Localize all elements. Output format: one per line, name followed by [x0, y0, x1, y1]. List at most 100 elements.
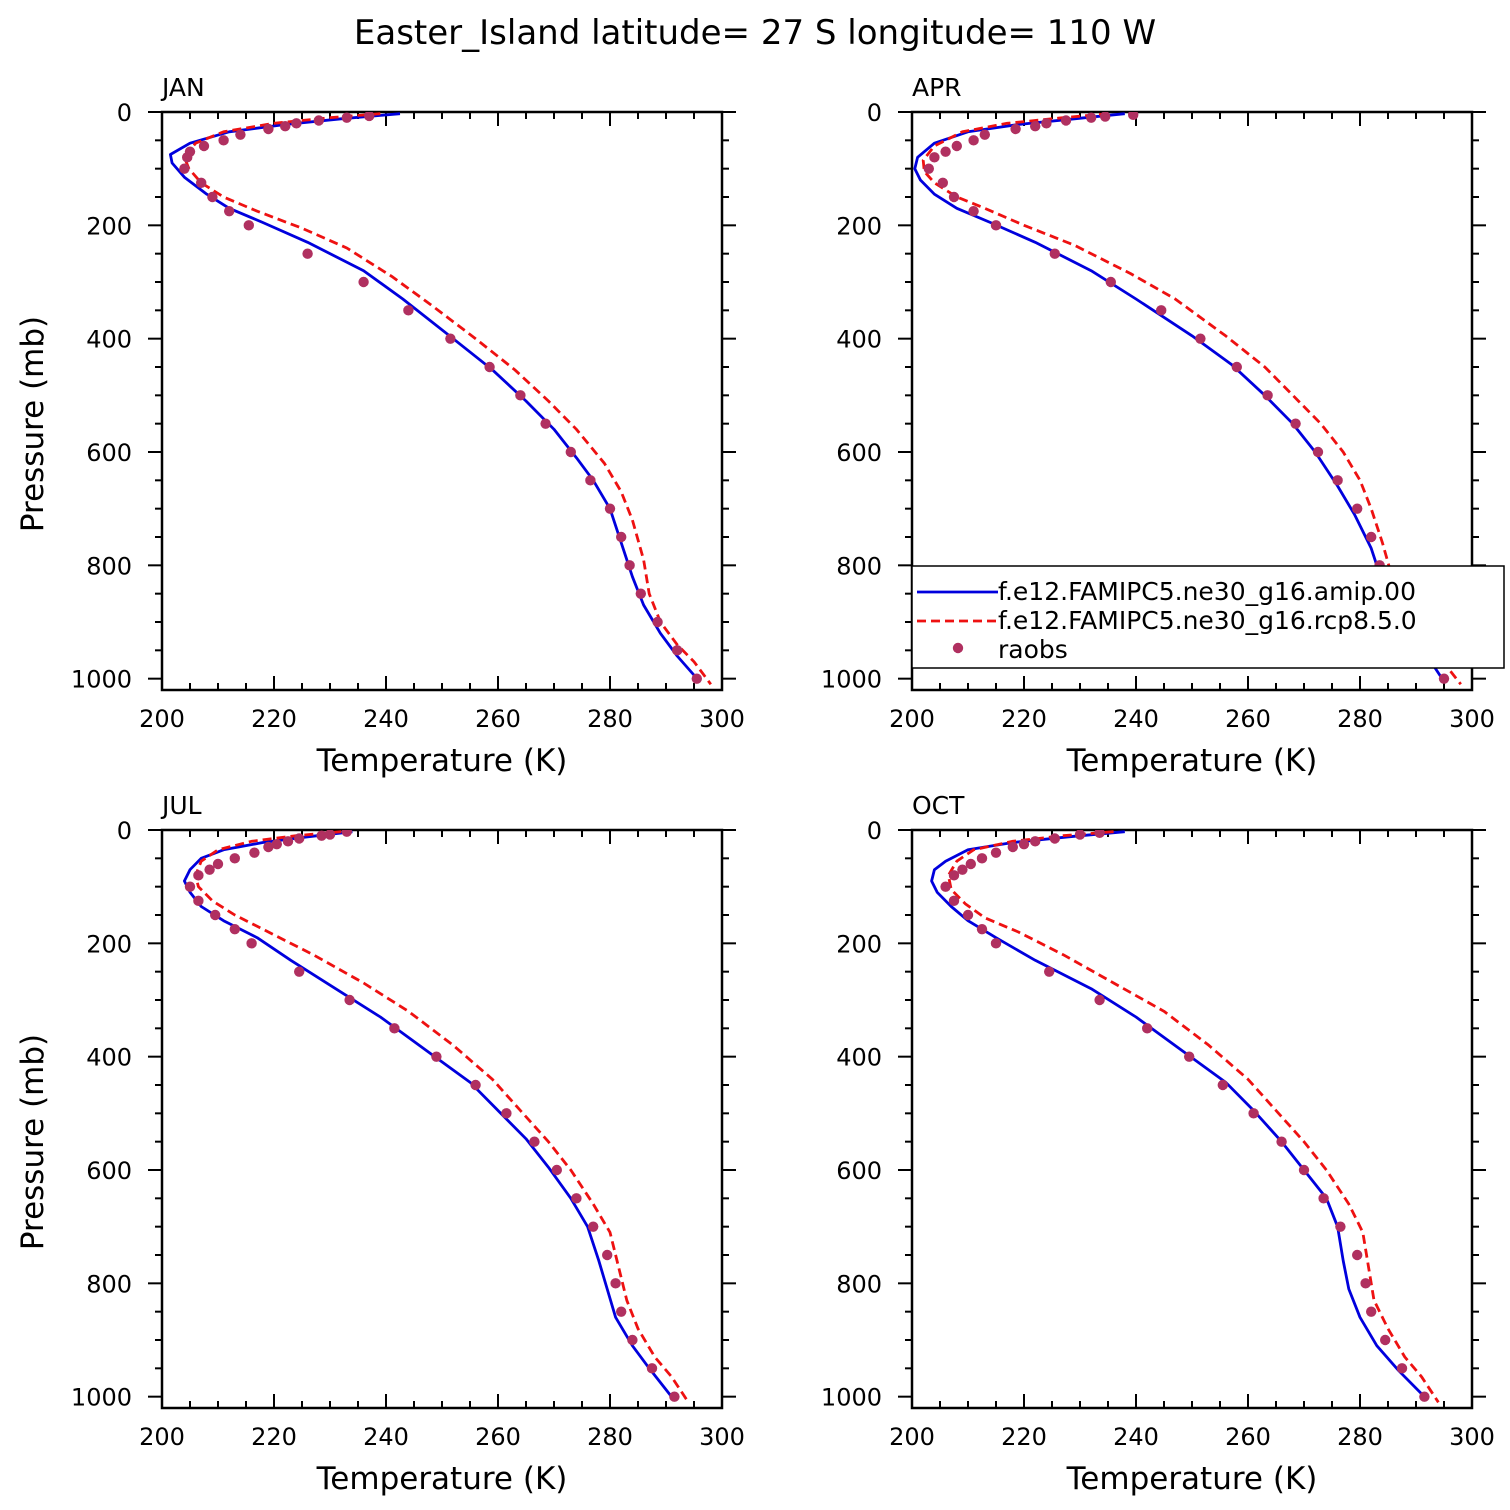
y-tick-label: 200 [86, 212, 132, 240]
raobs-point [210, 909, 221, 921]
y-tick-label: 200 [836, 930, 882, 958]
raobs-point [198, 140, 210, 152]
raobs-point [282, 836, 294, 847]
chart-panel-oct: OCT 200 220 240 260 280 300 0 200 400 600 800 1000 Te… [821, 791, 1495, 1497]
x-tick-label: 220 [1001, 1423, 1047, 1451]
x-tick-label: 200 [139, 705, 185, 733]
x-axis-label: Temperature (K) [316, 1461, 568, 1497]
raobs-point [1100, 112, 1111, 122]
raobs-point [1128, 112, 1139, 121]
raobs-point [646, 1363, 658, 1374]
raobs-point [1366, 531, 1377, 543]
y-tick-label: 600 [836, 439, 882, 467]
raobs-point [1419, 1391, 1430, 1402]
raobs-point [501, 1108, 512, 1119]
raobs-point [218, 135, 229, 146]
raobs-point [389, 1023, 400, 1034]
raobs-point [1352, 503, 1363, 514]
raobs-point [1007, 841, 1018, 853]
raobs-point [263, 123, 274, 135]
x-tick-label: 260 [475, 705, 521, 733]
raobs-point [1366, 1306, 1377, 1317]
x-tick-label: 260 [1225, 705, 1271, 733]
x-tick-label: 240 [1113, 705, 1159, 733]
raobs-point [616, 531, 627, 543]
x-axis-label: Temperature (K) [1066, 1461, 1318, 1497]
raobs-point [1276, 1136, 1287, 1147]
y-tick-label: 0 [117, 99, 132, 127]
x-tick-label: 200 [139, 1423, 185, 1451]
x-tick-label: 300 [699, 705, 745, 733]
y-tick-label: 0 [867, 99, 882, 127]
y-tick-label: 800 [836, 1270, 882, 1298]
panel-title: OCT [912, 791, 965, 820]
raobs-point [1195, 333, 1206, 344]
raobs-point [529, 1136, 540, 1147]
x-tick-label: 300 [699, 1423, 745, 1451]
plot-frame [160, 110, 724, 692]
raobs-point [249, 847, 260, 858]
raobs-point [1086, 112, 1097, 123]
raobs-point [1094, 830, 1105, 839]
x-tick-label: 200 [889, 705, 935, 733]
raobs-point [1044, 966, 1055, 977]
raobs-point [1049, 833, 1061, 844]
raobs-point [316, 830, 327, 841]
raobs-point [616, 1306, 627, 1317]
raobs-point [588, 1221, 599, 1232]
chart-panel-jan: JAN 200 220 240 260 280 300 0 200 400 600 800 1000 Te… [15, 73, 745, 779]
raobs-point [652, 616, 663, 628]
raobs-point [1156, 305, 1167, 316]
raobs-point [243, 220, 254, 231]
raobs-point [193, 895, 204, 907]
amip-line [169, 112, 701, 683]
raobs-point [341, 830, 352, 837]
raobs-point [610, 1278, 621, 1289]
raobs-point [294, 966, 305, 977]
y-tick-label: 400 [836, 326, 882, 354]
raobs-point [1262, 390, 1273, 401]
raobs-point [1094, 994, 1105, 1006]
raobs-point [976, 923, 988, 935]
raobs-point [571, 1193, 582, 1204]
raobs-point [602, 1249, 613, 1261]
x-tick-label: 260 [475, 1423, 521, 1451]
panel-title: JUL [160, 791, 202, 820]
chart-panel-jul: JUL 200 220 240 260 280 300 0 200 400 600 800 1000 Te… [15, 791, 745, 1497]
raobs-point [937, 177, 948, 189]
raobs-point [1060, 115, 1072, 126]
raobs-point [341, 112, 352, 123]
rcp85-line [183, 112, 712, 686]
raobs-point [364, 112, 375, 122]
raobs-point [291, 118, 302, 129]
raobs-point [196, 177, 207, 189]
x-tick-label: 280 [1337, 1423, 1383, 1451]
figure-title: Easter_Island latitude= 27 S longitude= … [354, 13, 1156, 53]
raobs-point [540, 418, 551, 429]
raobs-point [1332, 475, 1343, 486]
y-tick-label: 0 [867, 817, 882, 845]
raobs-point [1335, 1221, 1346, 1232]
y-tick-label: 800 [86, 552, 132, 580]
raobs-point [184, 881, 196, 892]
raobs-point [1030, 120, 1041, 132]
y-tick-label: 1000 [821, 1384, 882, 1412]
raobs-point [551, 1164, 562, 1176]
plot-frame [160, 828, 724, 1410]
raobs-point [1105, 276, 1117, 288]
x-tick-label: 220 [251, 705, 297, 733]
raobs-point [1030, 836, 1041, 847]
raobs-point [229, 923, 240, 935]
y-tick-label: 400 [836, 1044, 882, 1072]
raobs-point [1217, 1079, 1229, 1091]
panel-title: JAN [160, 73, 205, 102]
amip-line [930, 830, 1429, 1401]
raobs-point [627, 1334, 638, 1346]
series-group [183, 830, 690, 1404]
x-tick-label: 300 [1449, 1423, 1495, 1451]
raobs-point [204, 864, 215, 875]
raobs-point [1380, 1334, 1391, 1346]
raobs-point [235, 129, 246, 140]
legend: f.e12.FAMIPC5.ne30_g16.amip.00f.e12.FAMI… [911, 565, 1505, 669]
legend-marker [952, 642, 964, 654]
